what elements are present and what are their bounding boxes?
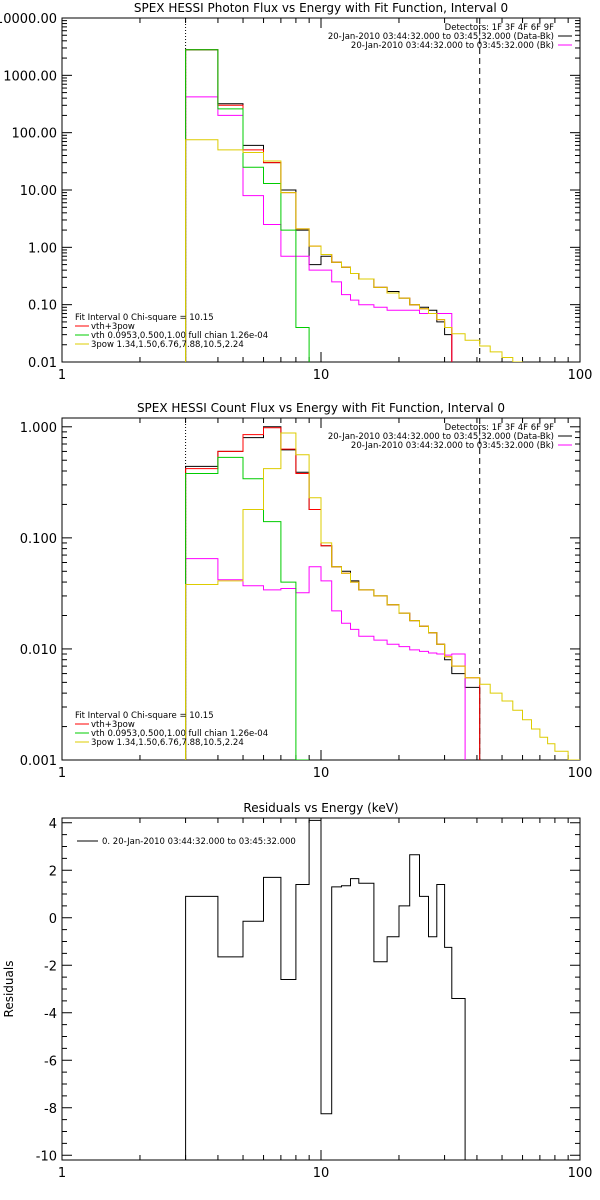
panel1-xtick-label: 1 [58, 368, 66, 383]
panel2-fit-text-1: vth+3pow [91, 720, 135, 730]
panel1-header-2: 20-Jan-2010 03:44:32.000 to 03:45:32.000… [351, 41, 554, 51]
panel1-fit-text-1: vth+3pow [91, 322, 135, 332]
panel3-series-resid [185, 819, 466, 1160]
panel2-header-0: Detectors: 1F 3F 4F 6F 9F [445, 423, 554, 433]
panel2-header-1: 20-Jan-2010 03:44:32.000 to 03:45:32.000… [328, 432, 554, 442]
panel2-fit-text-2: vth 0.0953,0.500,1.00 full chian 1.26e-0… [91, 729, 268, 739]
panel1-fit-text-3: 3pow 1.34,1.50,6.76,7.88,10.5,2.24 [91, 340, 244, 350]
panel1-ytick-label: 0.10 [28, 299, 57, 314]
panel1-series-pow [185, 139, 549, 362]
panel3-ytick-label: 0 [49, 912, 57, 927]
panel3-xtick-label: 100 [568, 1166, 593, 1181]
panel2-fit-text-3: 3pow 1.34,1.50,6.76,7.88,10.5,2.24 [91, 738, 244, 748]
panel2-xtick-label: 10 [313, 766, 330, 781]
panel1-ytick-label: 10.00 [20, 184, 57, 199]
panel2-fit-text-0: Fit Interval 0 Chi-square = 10.15 [75, 711, 214, 721]
panel3-ylabel: Residuals [2, 961, 16, 1018]
panel2-ytick-label: 1.000 [20, 421, 57, 436]
panel1-fit-text-2: vth 0.0953,0.500,1.00 full chian 1.26e-0… [91, 331, 268, 341]
panel1-ytick-label: 100.00 [12, 127, 58, 142]
panel3-title: Residuals vs Energy (keV) [243, 801, 398, 815]
panel3-ytick-label: -2 [44, 959, 57, 974]
panel1-series-bk [185, 96, 453, 362]
panel2-header-2: 20-Jan-2010 03:44:32.000 to 03:45:32.000… [351, 441, 554, 451]
panel1-ytick-label: 0.01 [28, 356, 57, 371]
panel3-legend-text: 0. 20-Jan-2010 03:44:32.000 to 03:45:32.… [102, 837, 296, 847]
panel1-header-1: 20-Jan-2010 03:44:32.000 to 03:45:32.000… [328, 32, 554, 42]
panel1-xtick-label: 100 [568, 368, 593, 383]
panel1-ytick-label: 1000.00 [3, 69, 57, 84]
panel3-ytick-label: -4 [44, 1007, 57, 1022]
panel2-series-data [185, 426, 481, 760]
panel3-xtick-label: 10 [313, 1166, 330, 1181]
panel2-series-total [185, 427, 481, 760]
panel1-series-total [185, 49, 453, 362]
panel3-xtick-label: 1 [58, 1166, 66, 1181]
panel1-axes-frame [61, 17, 581, 363]
panel2-title: SPEX HESSI Count Flux vs Energy with Fit… [137, 401, 505, 415]
panel1-ytick-label: 10000.00 [0, 12, 57, 27]
panel2-ytick-label: 0.001 [20, 754, 57, 769]
panel1-fit-text-0: Fit Interval 0 Chi-square = 10.15 [75, 313, 214, 323]
panel2-series-bk [185, 558, 466, 760]
panel2-xtick-label: 100 [568, 766, 593, 781]
panel3-ytick-label: 4 [49, 817, 57, 832]
panel3-ytick-label: 2 [49, 864, 57, 879]
panel1-xtick-label: 10 [313, 368, 330, 383]
panel3-ytick-label: -8 [44, 1102, 57, 1117]
panel2-axes-frame [61, 417, 581, 761]
panel1-title: SPEX HESSI Photon Flux vs Energy with Fi… [134, 1, 508, 15]
panel3-ytick-label: -10 [36, 1149, 57, 1164]
panel1-header-0: Detectors: 1F 3F 4F 6F 9F [445, 23, 554, 33]
panel2-series-pow [185, 432, 580, 760]
panel1-ytick-label: 1.00 [28, 241, 57, 256]
panel1-series-vth [185, 49, 310, 362]
panel1-series-data [185, 49, 453, 362]
panel2-xtick-label: 1 [58, 766, 66, 781]
panel2-ytick-label: 0.100 [20, 532, 57, 547]
panel2-ytick-label: 0.010 [20, 643, 57, 658]
panel3-ytick-label: -6 [44, 1054, 57, 1069]
